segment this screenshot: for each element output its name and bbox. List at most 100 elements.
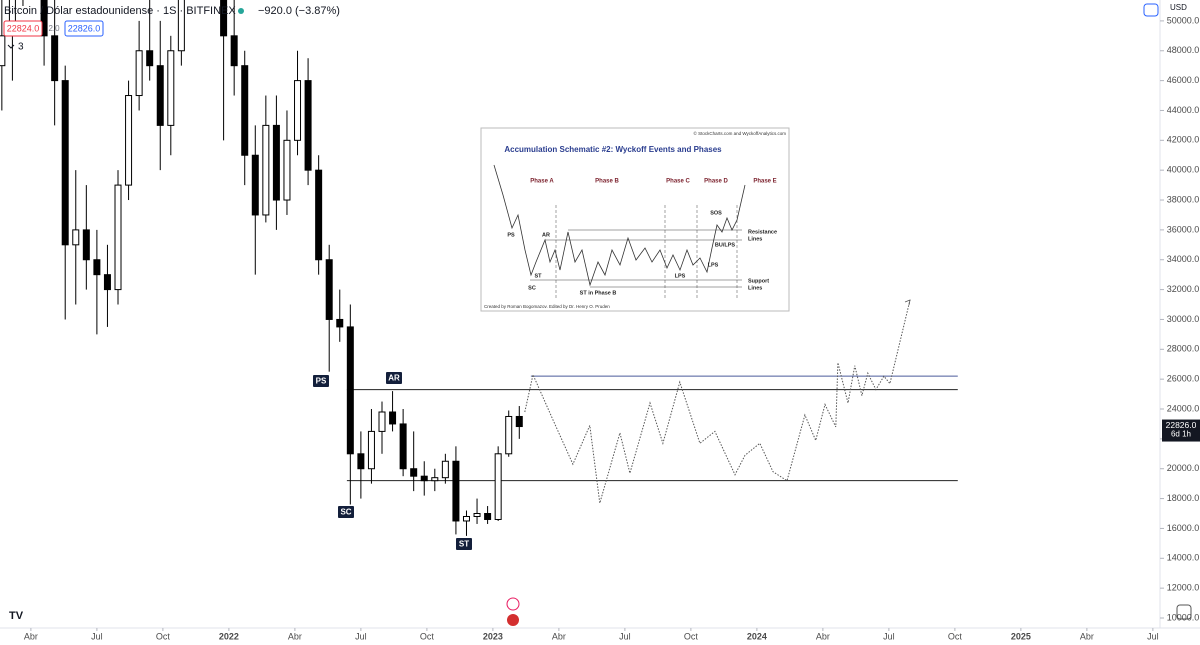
y-tick-label: 38000.0: [1167, 194, 1200, 204]
candle-body: [505, 415, 513, 455]
x-tick-label: Jul: [91, 631, 103, 641]
inset-footer: Created by Roman Bogomazov. Edited by Dr…: [484, 304, 610, 309]
y-tick-label: 44000.0: [1167, 105, 1200, 115]
x-tick-label: Oct: [684, 631, 699, 641]
wyckoff-inset: © StockCharts.com and WyckoffAnalytics.c…: [480, 127, 790, 312]
indicator-count: 3: [18, 42, 24, 53]
x-tick-label: Jul: [883, 631, 895, 641]
phase-label: Phase E: [753, 179, 776, 185]
candle-body: [304, 80, 312, 171]
currency[interactable]: USD: [1170, 3, 1187, 12]
bid-box[interactable]: [3, 20, 43, 37]
x-tick-label: Abr: [816, 631, 830, 641]
y-tick-label: 18000.0: [1167, 493, 1200, 503]
event-label: PS: [316, 377, 327, 386]
phase-label: Phase D: [704, 179, 728, 185]
ask-box[interactable]: [64, 20, 104, 37]
x-tick-label: Oct: [420, 631, 435, 641]
projection-path: [524, 299, 911, 504]
y-tick-label: 50000.0: [1167, 15, 1200, 25]
collapse-icon[interactable]: [7, 44, 15, 49]
candle-body: [346, 326, 354, 455]
x-tick-label: Abr: [288, 631, 302, 641]
candle-body: [462, 515, 470, 522]
candle-body: [135, 50, 143, 97]
candle-body: [156, 65, 164, 126]
y-tick-label: 20000.0: [1167, 463, 1200, 473]
event-label: LPS: [708, 262, 719, 268]
y-tick-label: 16000.0: [1167, 523, 1200, 533]
candle-body: [51, 35, 59, 82]
phase-label: Phase C: [666, 179, 690, 185]
candle-body: [431, 477, 439, 482]
candle-body: [367, 430, 375, 470]
y-tick-label: 24000.0: [1167, 403, 1200, 413]
y-tick-label: 14000.0: [1167, 553, 1200, 563]
candle-body: [515, 415, 523, 428]
event-icon[interactable]: [507, 614, 519, 626]
event-badge: [338, 506, 354, 518]
y-tick-label: 42000.0: [1167, 135, 1200, 145]
candle-body: [420, 475, 428, 482]
y-tick-label: 34000.0: [1167, 254, 1200, 264]
event-icon[interactable]: [506, 597, 520, 611]
inset-frame: [480, 127, 790, 312]
x-tick-label: Oct: [948, 631, 963, 641]
candle-body: [72, 229, 80, 246]
y-tick-label: 28000.0: [1167, 344, 1200, 354]
candle-body: [114, 184, 122, 291]
countdown: 6d 1h: [1171, 430, 1191, 439]
candle-body: [441, 460, 449, 479]
y-tick-label: 30000.0: [1167, 314, 1200, 324]
phase-dividers: [555, 205, 738, 298]
bid-price: 22824.0: [7, 23, 40, 33]
level-label: Resistance: [748, 229, 777, 235]
ask-price: 22826.0: [68, 23, 101, 33]
candle-body: [220, 0, 228, 37]
y-tick-label: 12000.0: [1167, 583, 1200, 593]
candle-body: [452, 460, 460, 522]
candle-body: [40, 0, 48, 37]
x-tick-label: Abr: [24, 631, 38, 641]
candle-body: [494, 453, 502, 520]
alert-button[interactable]: [1143, 3, 1159, 17]
schematic-levels: [530, 229, 742, 288]
schematic-path: [493, 164, 746, 287]
candle-body: [315, 169, 323, 261]
plot-area: [0, 0, 958, 536]
x-tick-label: 2023: [483, 631, 503, 641]
last-price-box: [1162, 419, 1200, 442]
x-tick-label: Jul: [619, 631, 631, 641]
event-label: PS: [507, 232, 515, 238]
symbol-title: Bitcoin / Dólar estadounidense · 1S · BI…: [4, 5, 236, 17]
candle-body: [272, 124, 280, 201]
projection-arrow: [904, 299, 911, 306]
candle-body: [146, 50, 154, 67]
level-label: Lines: [748, 285, 762, 291]
x-tick-label: 2022: [219, 631, 239, 641]
y-tick-label: 40000.0: [1167, 165, 1200, 175]
status-dot: [238, 8, 244, 14]
event-badge: [313, 375, 329, 387]
event-label: AR: [542, 232, 550, 238]
y-tick-label: 10000.0: [1167, 612, 1200, 622]
event-label: SC: [528, 285, 536, 291]
last-price-label: 22826.0: [1166, 420, 1197, 430]
price-change: −920.0 (−3.87%): [258, 5, 340, 17]
x-tick-label: Jul: [1147, 631, 1159, 641]
candle-body: [378, 411, 386, 432]
candle-body: [251, 154, 259, 216]
y-tick-label: 36000.0: [1167, 224, 1200, 234]
event-label: AR: [388, 374, 400, 383]
candle-body: [177, 0, 185, 52]
settings-button[interactable]: [1176, 604, 1192, 620]
candle-body: [294, 80, 302, 141]
event-label: ST: [534, 273, 542, 279]
event-label: SC: [340, 508, 351, 517]
candle-body: [410, 468, 418, 477]
spread: 2.0: [48, 24, 60, 33]
candle-body: [125, 95, 133, 186]
x-tick-label: Abr: [552, 631, 566, 641]
event-badge: [456, 538, 472, 550]
